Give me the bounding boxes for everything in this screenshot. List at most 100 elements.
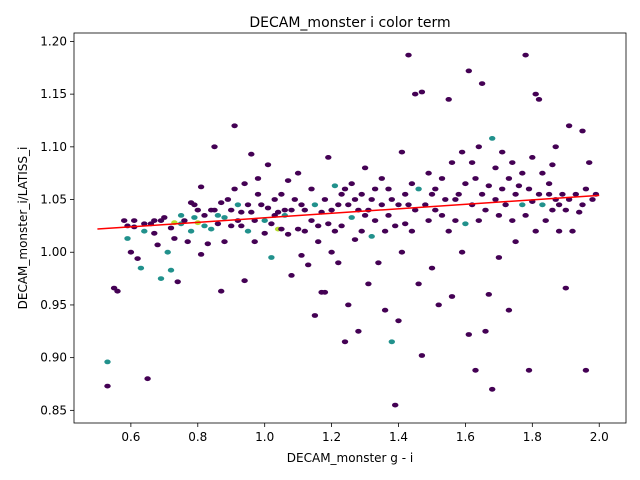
- data-point: [408, 181, 416, 187]
- data-point: [157, 276, 165, 281]
- data-point: [489, 136, 496, 141]
- data-point: [405, 52, 412, 58]
- data-point: [271, 197, 278, 202]
- data-point: [438, 176, 446, 181]
- data-point: [569, 228, 576, 234]
- y-tick-label: 0.90: [40, 351, 67, 365]
- data-point: [331, 183, 339, 189]
- y-tick-label: 0.95: [40, 298, 67, 312]
- data-point: [358, 191, 365, 197]
- data-point: [268, 221, 275, 227]
- data-point: [525, 367, 533, 373]
- data-point: [348, 181, 355, 187]
- data-point: [124, 236, 131, 241]
- data-point: [435, 302, 442, 308]
- data-point: [482, 207, 489, 213]
- data-point: [385, 186, 392, 192]
- data-point: [365, 281, 372, 287]
- data-point: [335, 202, 342, 208]
- data-point: [301, 207, 308, 213]
- data-point: [248, 209, 255, 215]
- data-point: [385, 213, 392, 218]
- data-point: [177, 213, 185, 218]
- data-point: [418, 353, 426, 358]
- data-point: [448, 294, 456, 299]
- data-point: [274, 209, 282, 215]
- data-point: [208, 226, 215, 232]
- data-point: [325, 155, 332, 160]
- data-point: [325, 221, 332, 227]
- data-point: [264, 162, 272, 168]
- data-point: [579, 202, 586, 208]
- data-point: [425, 218, 432, 224]
- data-point: [141, 228, 148, 234]
- data-point: [505, 176, 513, 181]
- data-point: [221, 239, 228, 245]
- data-point: [565, 197, 573, 202]
- data-point: [284, 178, 292, 184]
- data-point: [381, 228, 389, 234]
- data-point: [254, 176, 262, 181]
- data-point: [428, 265, 436, 271]
- y-tick-label: 1.15: [40, 87, 67, 101]
- data-point: [221, 215, 228, 220]
- y-tick-label: 0.85: [40, 403, 67, 417]
- x-tick-label: 1.6: [456, 430, 475, 444]
- data-point: [388, 339, 395, 345]
- data-point: [398, 249, 406, 255]
- data-point: [549, 162, 556, 168]
- data-point: [151, 230, 158, 236]
- data-point: [499, 186, 506, 192]
- data-point: [462, 181, 469, 187]
- data-point: [395, 318, 402, 324]
- data-point: [532, 228, 539, 234]
- data-point: [231, 123, 238, 129]
- x-tick-label: 1.0: [255, 430, 274, 444]
- data-point: [559, 191, 566, 197]
- data-point: [278, 191, 285, 197]
- data-point: [368, 197, 375, 202]
- data-point: [248, 151, 255, 157]
- data-point: [522, 213, 529, 218]
- data-point: [549, 207, 556, 213]
- data-point: [555, 228, 563, 234]
- data-point: [512, 191, 519, 197]
- data-point: [425, 170, 432, 176]
- data-point: [492, 197, 499, 202]
- data-point: [201, 213, 208, 218]
- data-point: [375, 260, 382, 266]
- y-tick-label: 1.05: [40, 193, 67, 207]
- data-point: [144, 376, 151, 382]
- data-point: [121, 218, 128, 224]
- data-point: [191, 215, 198, 220]
- data-point: [515, 183, 523, 189]
- data-point: [244, 202, 252, 208]
- data-point: [539, 170, 546, 176]
- plot-frame: [73, 32, 627, 424]
- data-point: [104, 383, 111, 389]
- data-point: [415, 186, 422, 192]
- data-point: [478, 81, 486, 86]
- data-point: [284, 231, 292, 237]
- data-point: [174, 279, 181, 285]
- data-point: [241, 278, 248, 284]
- data-point: [519, 170, 526, 176]
- data-point: [218, 200, 225, 206]
- data-point: [258, 202, 265, 208]
- data-point: [458, 149, 466, 155]
- x-tick-label: 1.4: [389, 430, 408, 444]
- data-point: [502, 202, 509, 208]
- data-point: [495, 213, 503, 218]
- data-point: [298, 202, 305, 208]
- data-point: [542, 218, 549, 224]
- data-point: [398, 149, 406, 155]
- data-point: [452, 197, 459, 202]
- data-point: [331, 228, 339, 234]
- data-point: [328, 207, 335, 213]
- data-point: [395, 202, 402, 208]
- data-point: [432, 186, 439, 192]
- data-point: [492, 165, 499, 171]
- data-point: [462, 221, 469, 227]
- data-point: [378, 202, 385, 208]
- data-point: [228, 223, 235, 229]
